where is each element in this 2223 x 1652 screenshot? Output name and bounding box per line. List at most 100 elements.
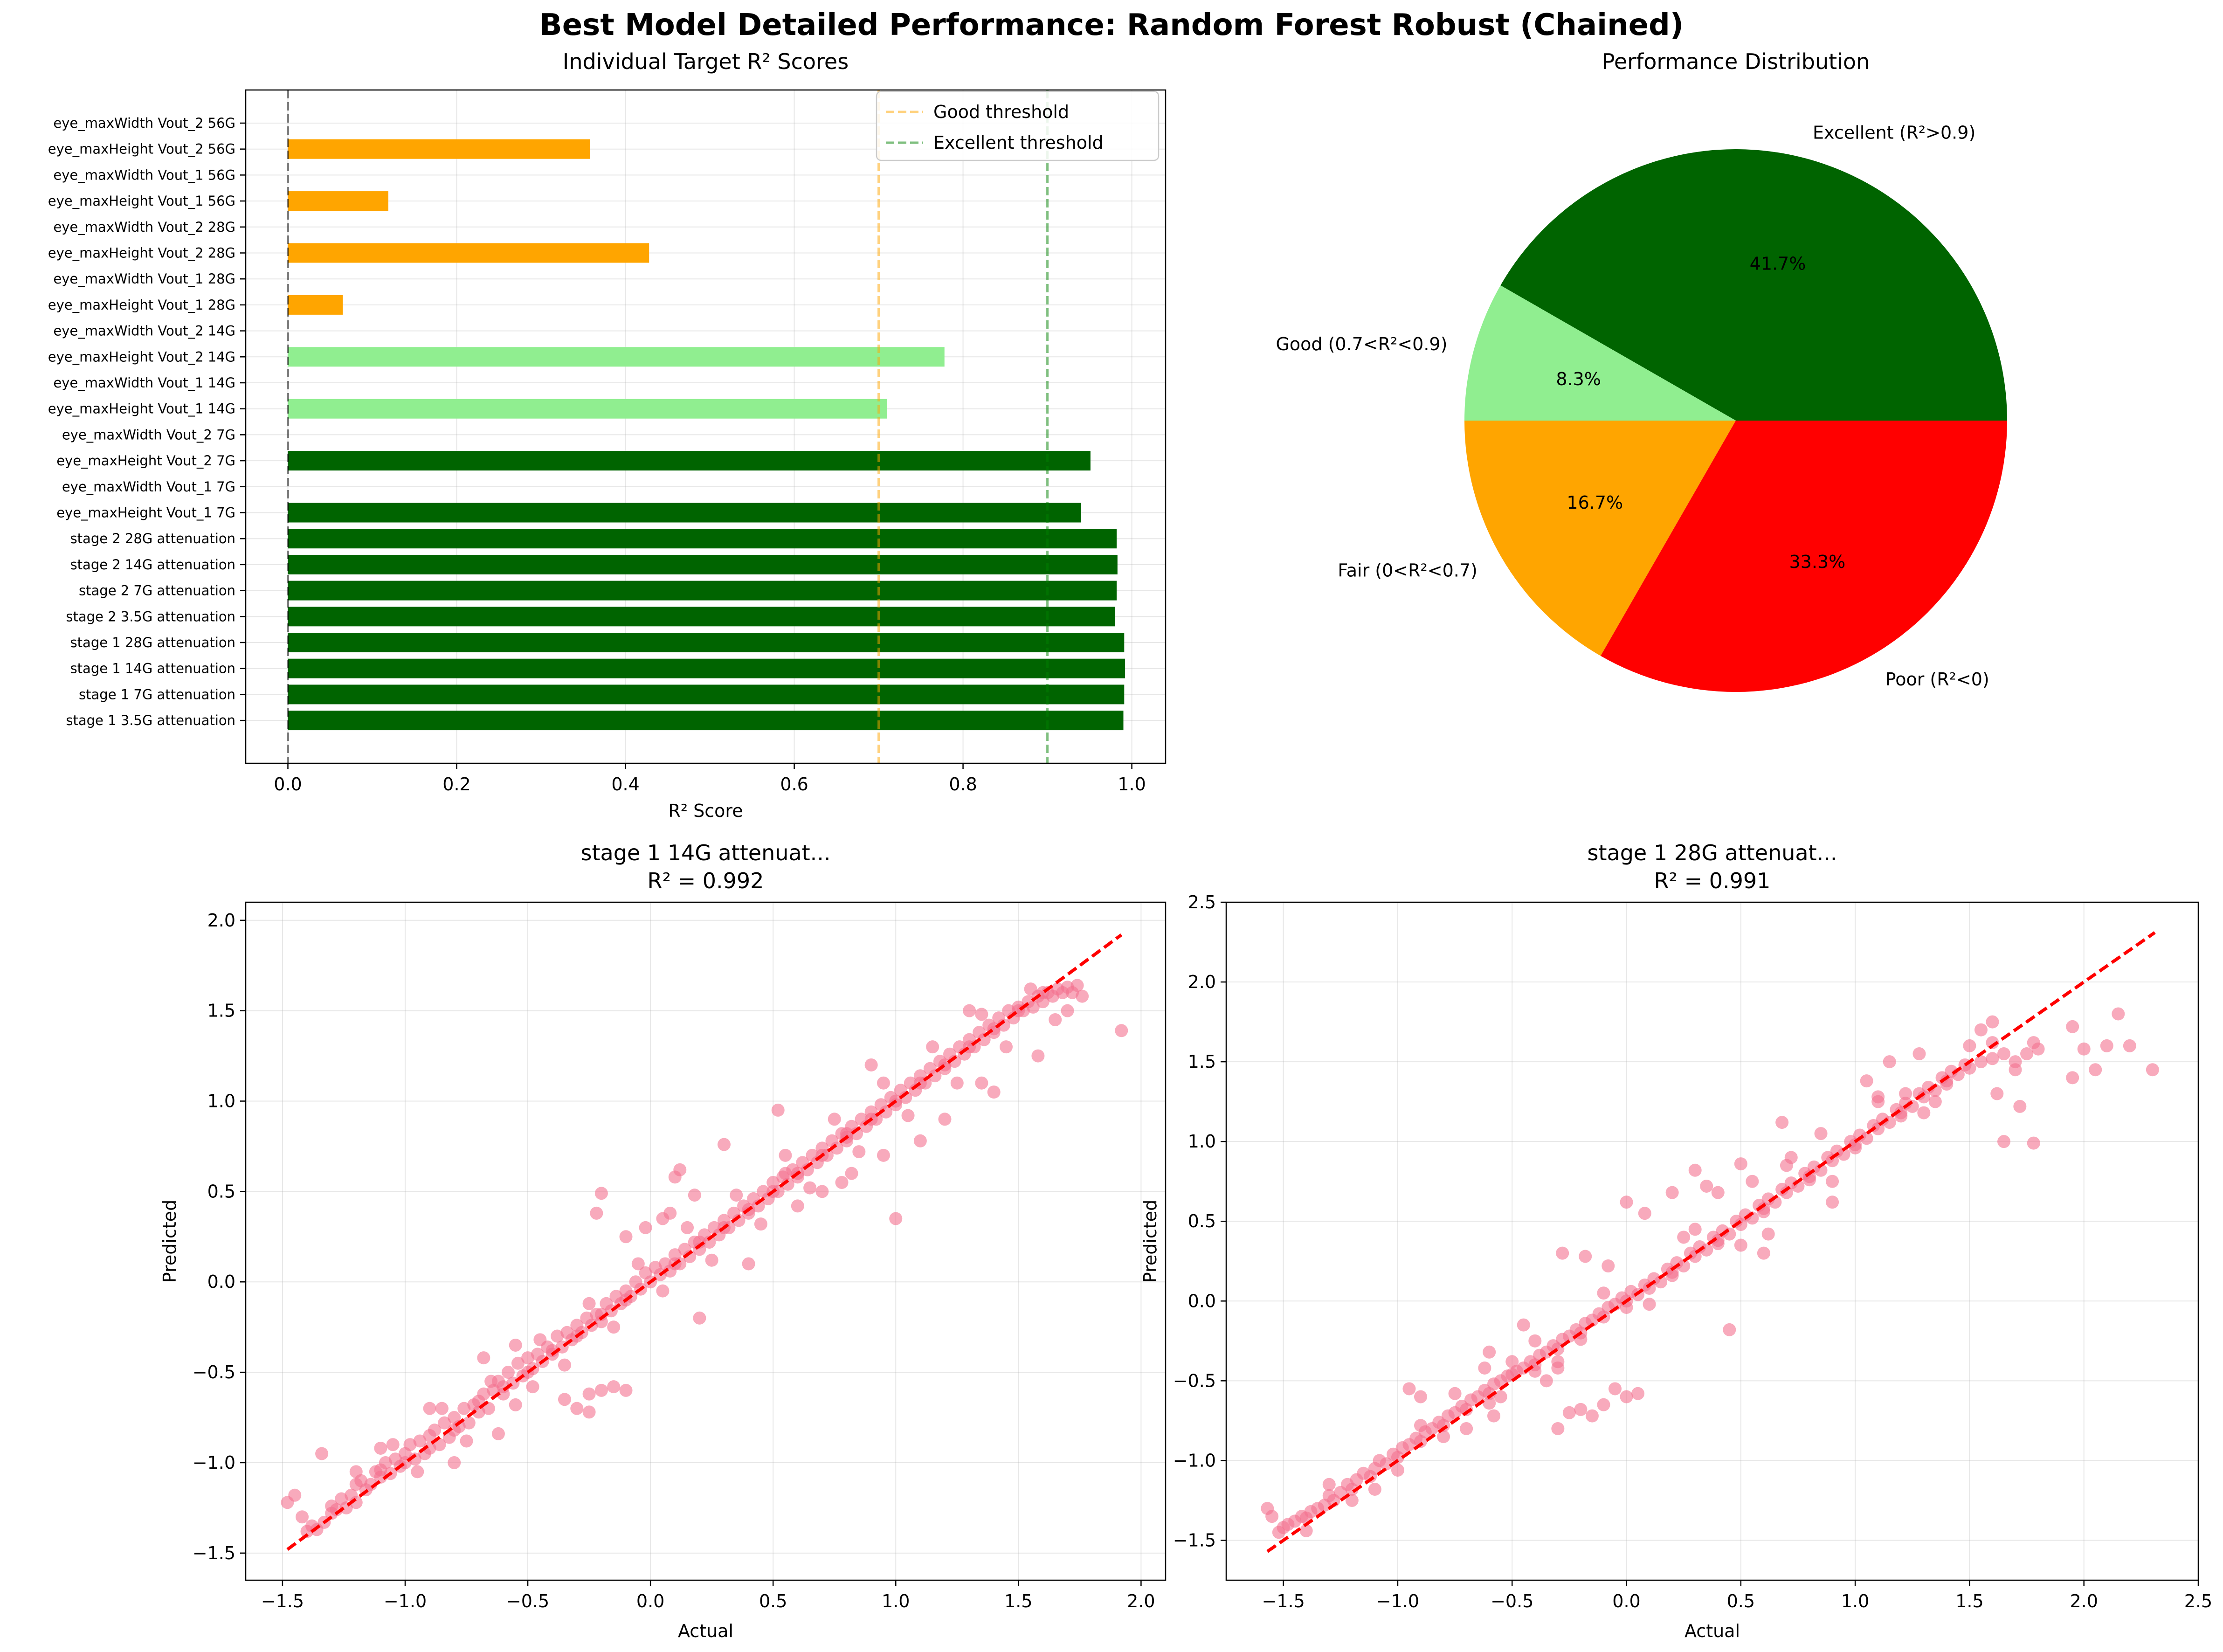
pie-slice-label: Poor (R²<0) [1885,669,1989,690]
pie-slice [1464,421,1736,656]
scatter-point [1414,1390,1427,1403]
scatter-point [703,1235,716,1249]
scatter-ylabel: Predicted [159,1200,180,1283]
scatter-point [2077,1042,2091,1056]
scatter-point [791,1199,804,1213]
scatter-point [2027,1136,2040,1150]
scatter-point [1391,1463,1404,1477]
scatter-point [1638,1207,1651,1220]
scatter-point [1746,1175,1759,1188]
scatter-point [2066,1071,2079,1085]
scatter-point [656,1284,670,1298]
scatter-point [558,1358,571,1372]
scatter-point [928,1069,942,1083]
scatter-point [815,1185,829,1198]
bar-axes-frame [245,89,1167,764]
pie-slice-label: Good (0.7<R²<0.9) [1276,334,1447,354]
bar-xtick-label: 0.2 [442,774,470,795]
bar-ytick-label: eye_maxWidth Vout_1 14G [53,375,235,391]
scatter-point [2020,1047,2034,1061]
scatter-point [1562,1406,1576,1419]
scatter-point [1974,1023,1988,1037]
scatter-point [509,1398,522,1411]
pie-pct-label: 16.7% [1567,492,1623,513]
scatter-point [349,1496,363,1509]
scatter-point [411,1465,424,1479]
pie-slice [1500,149,2007,421]
scatter-point [631,1257,645,1271]
scatter-ytick-label: 0.5 [1188,1211,1216,1231]
bar [288,529,1117,549]
scatter-point [681,1221,694,1234]
scatter-point [913,1134,927,1147]
scatter-point [1860,1074,1873,1088]
scatter-ytick-label: −1.0 [193,1452,235,1473]
scatter-point [1265,1510,1279,1523]
scatter-xtick-label: 2.5 [2184,1591,2212,1611]
scatter-ytick-label: −0.5 [193,1362,235,1382]
scatter-point [879,1105,893,1119]
scatter-point [1883,1055,1896,1069]
bar-ytick-label: eye_maxWidth Vout_2 7G [62,427,235,442]
scatter-point [511,1356,525,1370]
bar [288,399,887,419]
bar-ytick-label: eye_maxWidth Vout_1 7G [62,479,235,495]
scatter-identity-line [286,933,1123,1551]
scatter-point [462,1416,476,1430]
scatter-point [1837,1147,1850,1161]
bar [288,633,1125,652]
scatter-point [428,1424,442,1437]
scatter-point [1551,1355,1565,1369]
scatter-ytick-label: 2.0 [1188,972,1216,992]
scatter-point [1757,1246,1770,1260]
pie-title: Performance Distribution [1602,49,1870,74]
scatter-point [1990,1087,2004,1100]
bar-ytick-label: stage 2 28G attenuation [70,531,235,546]
scatter-point [413,1434,427,1448]
scatter-point [852,1145,866,1159]
scatter-point [781,1177,794,1191]
scatter-point [717,1138,731,1151]
scatter-point [771,1103,785,1117]
scatter-point [364,1478,378,1491]
scatter-point [732,1214,746,1227]
scatter-point [594,1308,608,1321]
scatter-point [1478,1361,1491,1375]
scatter-point [1997,1047,2010,1061]
scatter-point [803,1181,817,1195]
scatter-point [1986,1015,1999,1029]
scatter-point [1322,1478,1336,1491]
r2-bar-chart: stage 1 3.5G attenuation stage 1 7G atten… [48,49,1167,821]
bar-ytick-label: eye_maxHeight Vout_1 14G [48,401,235,417]
scatter-point [1677,1230,1691,1244]
scatter-point [509,1338,522,1352]
scatter-point [1784,1151,1798,1164]
scatter-point [386,1438,400,1452]
bar-ytick-label: eye_maxWidth Vout_1 28G [53,271,235,287]
bar-xtick-label: 0.4 [611,774,639,795]
bar-ytick-label: eye_maxWidth Vout_2 14G [53,323,235,339]
scatter-xtick-label: 0.5 [759,1591,787,1611]
scatter-ytick-label: 1.0 [1188,1131,1216,1152]
scatter-point [801,1163,814,1176]
scatter-point [1487,1409,1500,1423]
scatter-xtick-label: −0.5 [1491,1591,1533,1611]
scatter-point [1540,1374,1553,1388]
scatter-ytick-label: 0.0 [1188,1291,1216,1311]
bar-ytick-label: eye_maxWidth Vout_2 56G [53,115,235,131]
scatter-point [864,1058,878,1071]
scatter-point [1368,1482,1381,1496]
scatter-point [693,1235,706,1249]
scatter-point [835,1175,849,1189]
scatter-point [374,1441,387,1455]
scatter-point [1654,1275,1668,1289]
scatter-point [408,1452,422,1466]
scatter-point [779,1167,792,1180]
bar-xtick-label: 0.8 [949,774,977,795]
scatter-point [1814,1163,1828,1177]
scatter-point [435,1402,449,1415]
scatter-point [484,1375,498,1388]
scatter-point [1643,1298,1656,1311]
bar-ytick-label: eye_maxHeight Vout_2 28G [48,245,235,261]
scatter-ytick-label: 0.5 [207,1181,235,1202]
